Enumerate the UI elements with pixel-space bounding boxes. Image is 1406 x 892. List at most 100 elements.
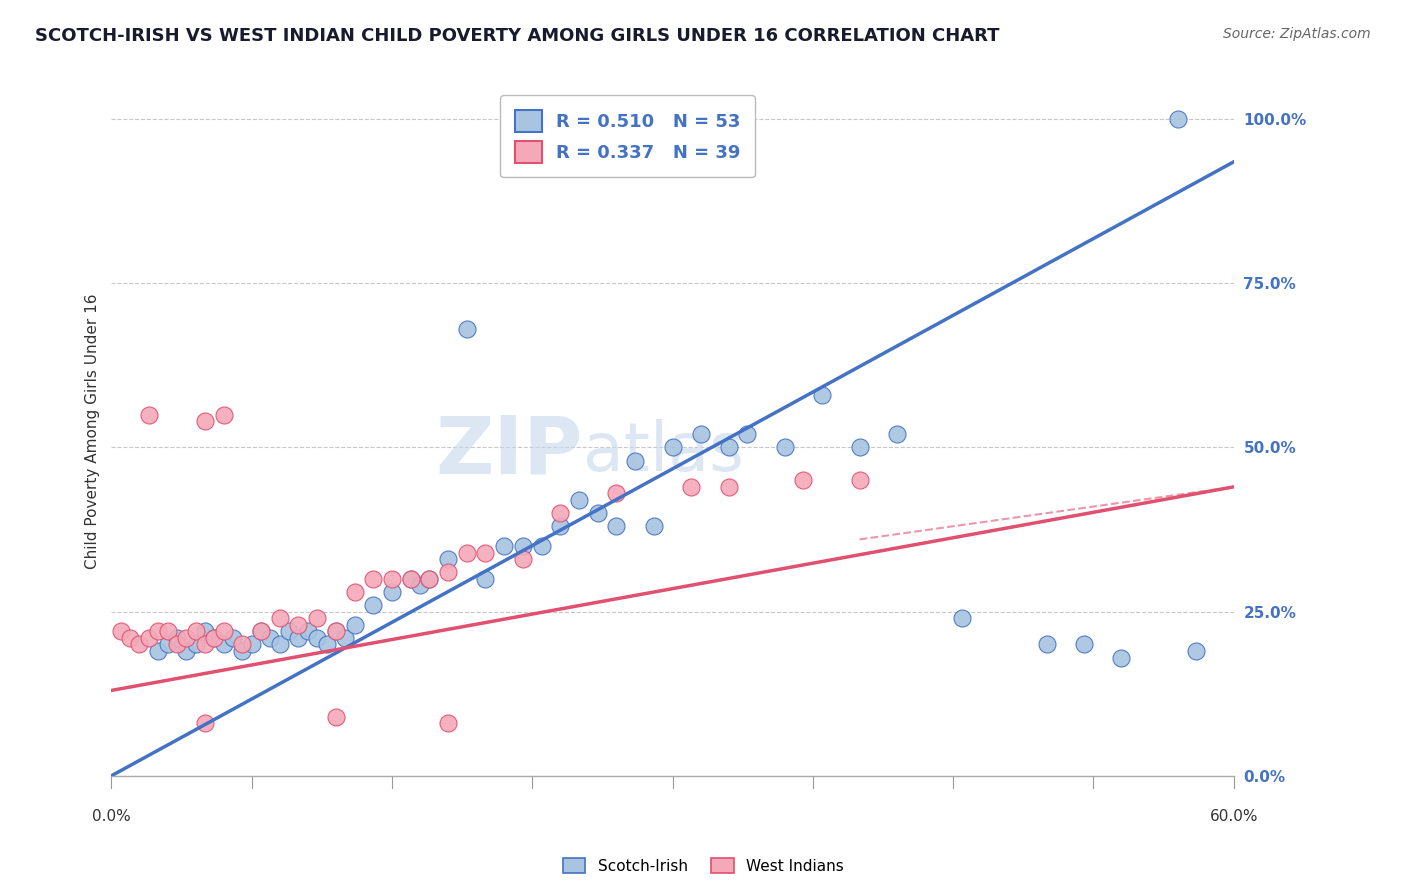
Point [737,427,759,442]
Point [315,637,337,651]
Point [361,572,384,586]
Point [512,539,534,553]
Point [550,506,572,520]
Point [174,644,197,658]
Point [1185,644,1208,658]
Point [287,631,309,645]
Point [138,408,160,422]
Point [773,441,796,455]
Point [409,578,432,592]
Point [437,552,460,566]
Point [886,427,908,442]
Point [530,539,553,553]
Point [681,480,703,494]
Point [222,631,245,645]
Point [325,624,347,639]
Point [202,631,225,645]
Point [146,624,169,639]
Text: 60.0%: 60.0% [1209,809,1258,823]
Point [138,631,160,645]
Point [128,637,150,651]
Point [120,631,142,645]
Point [184,624,207,639]
Point [381,585,404,599]
Point [166,631,188,645]
Point [269,611,291,625]
Point [848,473,870,487]
Point [717,441,740,455]
Point [474,545,496,559]
Point [643,519,665,533]
Text: SCOTCH-IRISH VS WEST INDIAN CHILD POVERTY AMONG GIRLS UNDER 16 CORRELATION CHART: SCOTCH-IRISH VS WEST INDIAN CHILD POVERT… [35,27,1000,45]
Point [848,441,870,455]
Point [194,637,217,651]
Point [194,624,217,639]
Point [240,637,263,651]
Text: Source: ZipAtlas.com: Source: ZipAtlas.com [1223,27,1371,41]
Point [110,624,132,639]
Point [512,552,534,566]
Point [399,572,422,586]
Point [202,631,225,645]
Point [811,388,834,402]
Point [156,624,179,639]
Point [174,631,197,645]
Point [250,624,273,639]
Point [381,572,404,586]
Point [717,480,740,494]
Text: atlas: atlas [582,418,744,484]
Legend: R = 0.510   N = 53, R = 0.337   N = 39: R = 0.510 N = 53, R = 0.337 N = 39 [501,95,755,178]
Point [307,631,329,645]
Point [1073,637,1095,651]
Text: ZIP: ZIP [436,413,582,491]
Point [156,637,179,651]
Point [661,441,683,455]
Point [146,644,169,658]
Point [194,716,217,731]
Point [325,624,347,639]
Point [550,519,572,533]
Point [494,539,516,553]
Point [166,637,188,651]
Point [278,624,301,639]
Point [418,572,440,586]
Point [231,637,253,651]
Point [325,709,347,723]
Point [624,453,647,467]
Point [335,631,357,645]
Point [259,631,281,645]
Point [568,493,591,508]
Point [1167,112,1189,127]
Point [586,506,609,520]
Point [184,637,207,651]
Point [212,624,235,639]
Point [437,716,460,731]
Point [437,566,460,580]
Legend: Scotch-Irish, West Indians: Scotch-Irish, West Indians [557,852,849,880]
Point [212,637,235,651]
Point [418,572,440,586]
Point [307,611,329,625]
Point [343,617,366,632]
Text: 0.0%: 0.0% [91,809,131,823]
Point [212,408,235,422]
Point [231,644,253,658]
Point [361,598,384,612]
Point [343,585,366,599]
Point [605,519,627,533]
Point [1111,650,1133,665]
Point [1035,637,1057,651]
Point [456,322,478,336]
Point [269,637,291,651]
Point [456,545,478,559]
Y-axis label: Child Poverty Among Girls Under 16: Child Poverty Among Girls Under 16 [86,293,100,569]
Point [605,486,627,500]
Point [952,611,974,625]
Point [474,572,496,586]
Point [250,624,273,639]
Point [792,473,814,487]
Point [297,624,319,639]
Point [194,414,217,428]
Point [399,572,422,586]
Point [287,617,309,632]
